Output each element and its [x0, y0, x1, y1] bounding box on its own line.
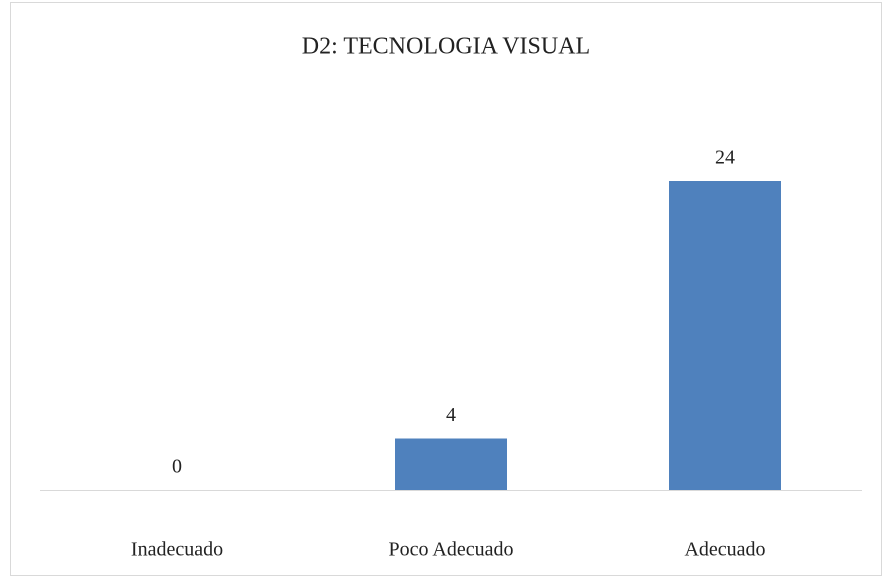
chart-title: D2: TECNOLOGIA VISUAL [302, 34, 590, 60]
bar [395, 438, 507, 490]
bar [669, 181, 781, 490]
x-tick-label: Inadecuado [131, 539, 223, 561]
data-label: 0 [172, 456, 182, 478]
data-label: 24 [715, 147, 735, 169]
data-label: 4 [446, 404, 456, 426]
x-tick-label: Adecuado [684, 539, 765, 561]
x-tick-label: Poco Adecuado [389, 539, 514, 561]
